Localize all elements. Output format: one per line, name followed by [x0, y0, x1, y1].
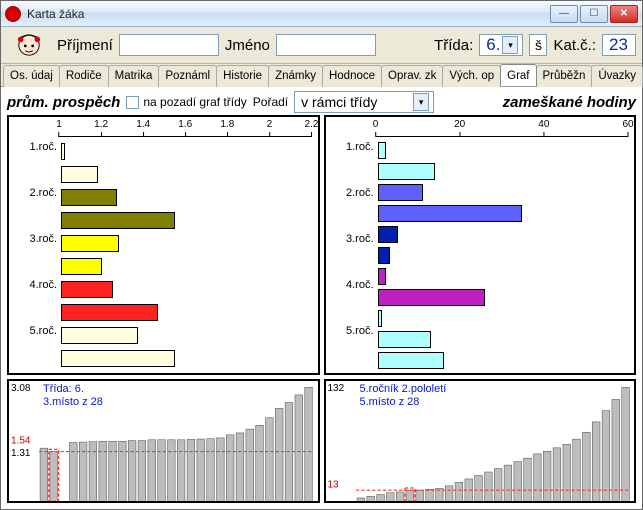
bg-class-checkbox[interactable]: na pozadí graf třídy — [126, 95, 246, 109]
bar — [378, 226, 399, 243]
right-chart-title: zameškané hodiny — [503, 94, 636, 111]
bar — [378, 289, 486, 306]
bar — [378, 331, 432, 348]
yaxis-highlight: 1.54 — [11, 436, 30, 447]
tab-graf[interactable]: Graf — [500, 64, 536, 86]
student-picture — [7, 31, 51, 59]
bar — [378, 142, 386, 159]
absence-bar-chart: 0204060 1.roč.2.roč.3.roč.4.roč.5.roč. — [324, 115, 637, 375]
bar — [61, 350, 175, 367]
controls-bar: prům. prospěch na pozadí graf třídy Pořa… — [1, 87, 642, 115]
bar — [61, 212, 175, 229]
bar — [61, 143, 65, 160]
tab-rodie[interactable]: Rodiče — [59, 65, 109, 87]
tab-poznml[interactable]: Poznáml — [158, 65, 217, 87]
rank-bars — [39, 383, 313, 501]
yaxis-max: 132 — [328, 383, 345, 394]
close-button[interactable]: ✕ — [610, 5, 638, 23]
class-label: Třída: — [434, 37, 473, 54]
bar — [378, 247, 390, 264]
window-title: Karta žáka — [27, 7, 550, 21]
bar — [378, 310, 382, 327]
firstname-label: Jméno — [225, 37, 270, 54]
app-icon — [5, 6, 21, 22]
surname-label: Příjmení — [57, 37, 113, 54]
tab-opravzk[interactable]: Oprav. zk — [381, 65, 443, 87]
tab-osdaj[interactable]: Os. údaj — [3, 65, 60, 87]
bar — [378, 163, 436, 180]
tab-bar: Os. údajRodičeMatrikaPoznámlHistorieZnám… — [1, 64, 642, 87]
katc-label: Kat.č.: — [553, 37, 596, 54]
bar — [61, 281, 113, 298]
rank-bars — [356, 383, 630, 501]
bar — [61, 235, 119, 252]
chevron-down-icon[interactable]: ▾ — [413, 93, 429, 111]
tab-znmky[interactable]: Známky — [268, 65, 323, 87]
bar — [378, 205, 523, 222]
bar — [61, 258, 102, 275]
order-label: Pořadí — [253, 95, 288, 109]
header-bar: Příjmení Jméno Třída: 6. ▾ š Kat.č.: 23 — [1, 27, 642, 64]
semester-rank-chart: 132 5.ročník 2.pololetí 5.místo z 28 13 — [324, 379, 637, 503]
tab-vchop[interactable]: Vých. op — [442, 65, 501, 87]
order-select[interactable]: v rámci třídy ▾ — [294, 91, 434, 113]
checkbox-icon[interactable] — [126, 96, 139, 109]
yaxis-highlight: 13 — [328, 480, 339, 491]
minimize-button[interactable]: — — [550, 5, 578, 23]
bar — [61, 166, 98, 183]
class-rank-chart: 3.08 Třída: 6. 3.místo z 28 1.54 1.31 — [7, 379, 320, 503]
tab-matrika[interactable]: Matrika — [108, 65, 160, 87]
bar — [378, 184, 424, 201]
yaxis-mid2: 1.31 — [11, 448, 30, 459]
firstname-input[interactable] — [276, 34, 376, 56]
bar — [61, 304, 158, 321]
bar — [378, 268, 386, 285]
surname-input[interactable] — [119, 34, 219, 56]
class-select[interactable]: 6. ▾ — [479, 34, 523, 56]
bar — [61, 189, 117, 206]
grades-bar-chart: 11.21.41.61.822.2 1.roč.2.roč.3.roč.4.ro… — [7, 115, 320, 375]
left-chart-title: prům. prospěch — [7, 94, 120, 111]
bar — [378, 352, 444, 369]
tab-historie[interactable]: Historie — [216, 65, 269, 87]
chevron-down-icon[interactable]: ▾ — [502, 36, 518, 54]
bar — [61, 327, 138, 344]
tab-hodnoce[interactable]: Hodnoce — [322, 65, 382, 87]
yaxis-max: 3.08 — [11, 383, 30, 394]
tab-vazky[interactable]: Úvazky — [591, 65, 643, 87]
title-bar: Karta žáka — ☐ ✕ — [1, 1, 642, 27]
tab-prbn[interactable]: Průběžn — [536, 65, 593, 87]
katc-value: 23 — [602, 34, 636, 56]
s-select[interactable]: š — [529, 34, 547, 56]
maximize-button[interactable]: ☐ — [580, 5, 608, 23]
